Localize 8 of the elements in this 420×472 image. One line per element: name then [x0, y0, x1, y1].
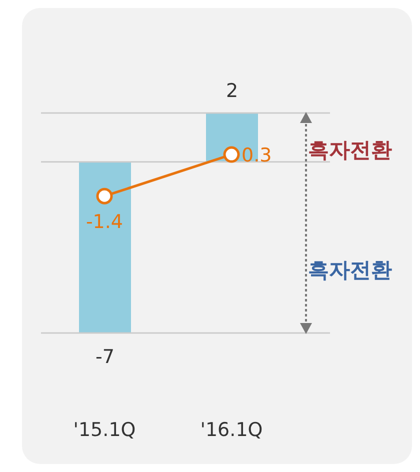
- annotation: 흑자전환: [308, 257, 392, 284]
- annotation: 흑자전환: [308, 137, 392, 164]
- data-label: 2: [226, 80, 238, 102]
- data-label: -7: [96, 346, 114, 368]
- x-tick-label: '15.1Q: [73, 419, 136, 441]
- x-tick-label: '16.1Q: [200, 419, 263, 441]
- data-label: 0.3: [242, 144, 272, 167]
- data-label: -1.4: [86, 211, 124, 234]
